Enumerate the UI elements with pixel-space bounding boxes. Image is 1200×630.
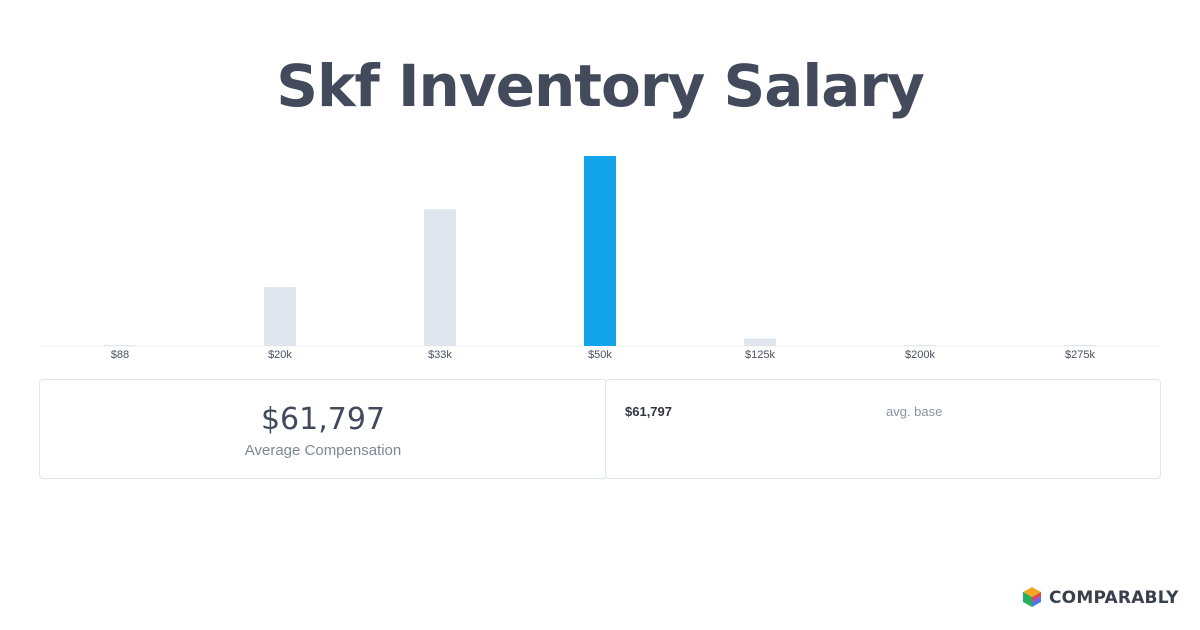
- brand-name: COMPARABLY: [1049, 588, 1179, 608]
- tick-label-1: $20k: [268, 349, 292, 361]
- page-title: Skf Inventory Salary: [276, 52, 925, 120]
- tick-label-0: $88: [111, 349, 129, 361]
- bar-6: [1064, 345, 1096, 346]
- base-salary-card: $61,797 avg. base: [605, 379, 1161, 479]
- chart-svg: $88 $20k $33k $50k $125k $200k $275k: [40, 156, 1160, 361]
- tick-label-6: $275k: [1065, 349, 1095, 361]
- bar-4: [744, 338, 776, 346]
- bars-group: [104, 156, 1096, 346]
- bar-1: [264, 287, 296, 346]
- tick-label-4: $125k: [745, 349, 775, 361]
- tick-label-3: $50k: [588, 349, 612, 361]
- bar-3: [584, 156, 616, 346]
- average-compensation-label: Average Compensation: [244, 442, 402, 459]
- bar-5: [904, 345, 936, 346]
- avg-base-label: avg. base: [886, 404, 943, 419]
- tick-label-2: $33k: [428, 349, 452, 361]
- average-compensation-card: $61,797 Average Compensation: [39, 379, 607, 479]
- bar-2: [424, 209, 456, 346]
- bar-0: [104, 345, 136, 346]
- avg-base-value: $61,797: [625, 404, 672, 419]
- brand-logo[interactable]: COMPARABLY: [1020, 586, 1179, 610]
- comparably-logo-icon: [1023, 587, 1041, 607]
- tick-label-5: $200k: [905, 349, 935, 361]
- average-compensation-value: $61,797: [260, 402, 386, 437]
- salary-distribution-chart: $88 $20k $33k $50k $125k $200k $275k: [0, 140, 1200, 370]
- tick-labels-group: $88 $20k $33k $50k $125k $200k $275k: [111, 349, 1096, 361]
